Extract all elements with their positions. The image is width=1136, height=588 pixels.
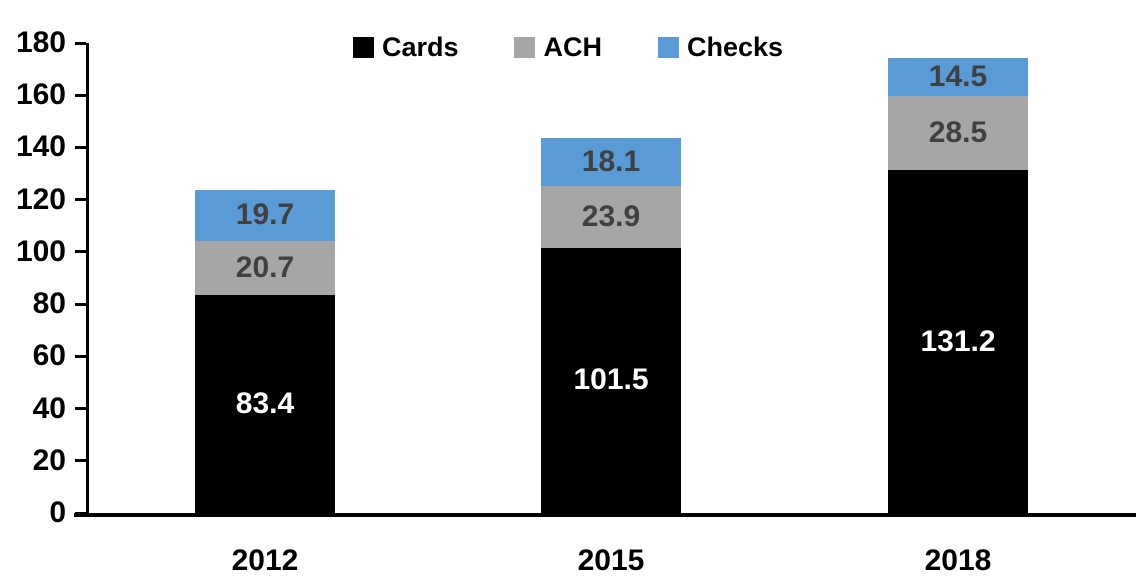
y-axis-tick <box>75 459 86 463</box>
y-tick-label: 0 <box>49 496 66 529</box>
bar-value-label: 101.5 <box>573 363 649 397</box>
y-tick-label: 180 <box>15 26 66 59</box>
y-tick-label: 20 <box>32 443 66 477</box>
y-axis-tick <box>75 41 86 45</box>
y-axis-tick <box>75 93 86 97</box>
legend-swatch-checks-icon <box>657 37 679 58</box>
legend-item-cards: Cards <box>352 32 459 62</box>
x-axis-line <box>74 513 1136 517</box>
bar-segment-checks-2018: 14.5 <box>888 58 1028 96</box>
bar-value-label: 23.9 <box>581 199 641 233</box>
x-axis-label-2012: 2012 <box>231 544 299 577</box>
legend-swatch-cards-icon <box>352 37 374 58</box>
bar-segment-checks-2015: 18.1 <box>541 138 681 186</box>
legend-item-checks: Checks <box>657 32 784 62</box>
bar-segment-cards-2018: 131.2 <box>888 170 1028 513</box>
y-tick-label: 140 <box>15 130 66 164</box>
bar-value-label: 83.4 <box>235 387 295 421</box>
bar-segment-ach-2015: 23.9 <box>541 185 681 248</box>
y-axis-tick <box>75 511 86 515</box>
y-tick-label: 100 <box>15 234 66 268</box>
legend-label: ACH <box>543 32 602 62</box>
y-tick-label: 120 <box>15 182 66 216</box>
bar-segment-ach-2018: 28.5 <box>888 96 1028 171</box>
bar-segment-cards-2012: 83.4 <box>195 295 335 513</box>
y-axis-tick <box>75 302 86 306</box>
y-tick-label: 40 <box>32 391 66 425</box>
y-axis-tick <box>75 145 86 149</box>
bar-value-label: 18.1 <box>581 144 641 178</box>
bar-segment-ach-2012: 20.7 <box>195 241 335 296</box>
bar-value-label: 28.5 <box>928 116 988 150</box>
y-axis-tick <box>75 250 86 254</box>
x-axis-label-2015: 2015 <box>577 544 645 577</box>
legend-item-ach: ACH <box>514 34 602 61</box>
bar-value-label: 20.7 <box>235 251 295 285</box>
bar-value-label: 131.2 <box>920 324 996 358</box>
bar-value-label: 19.7 <box>235 198 295 232</box>
y-tick-label: 160 <box>15 78 66 112</box>
legend-label: Cards <box>381 32 459 62</box>
y-axis-line <box>86 43 89 517</box>
bar-value-label: 14.5 <box>928 60 988 94</box>
y-axis-tick <box>75 407 86 411</box>
y-axis-tick <box>75 354 86 358</box>
legend-label: Checks <box>686 32 784 62</box>
y-tick-label: 60 <box>32 339 66 373</box>
bar-segment-cards-2015: 101.5 <box>541 247 681 513</box>
legend-swatch-ach-icon <box>514 37 536 58</box>
x-axis-label-2018: 2018 <box>924 544 992 577</box>
chart-legend: Cards ACH Checks <box>0 34 1136 61</box>
y-tick-label: 80 <box>32 287 66 321</box>
bar-segment-checks-2012: 19.7 <box>195 189 335 242</box>
y-axis-tick <box>75 198 86 202</box>
